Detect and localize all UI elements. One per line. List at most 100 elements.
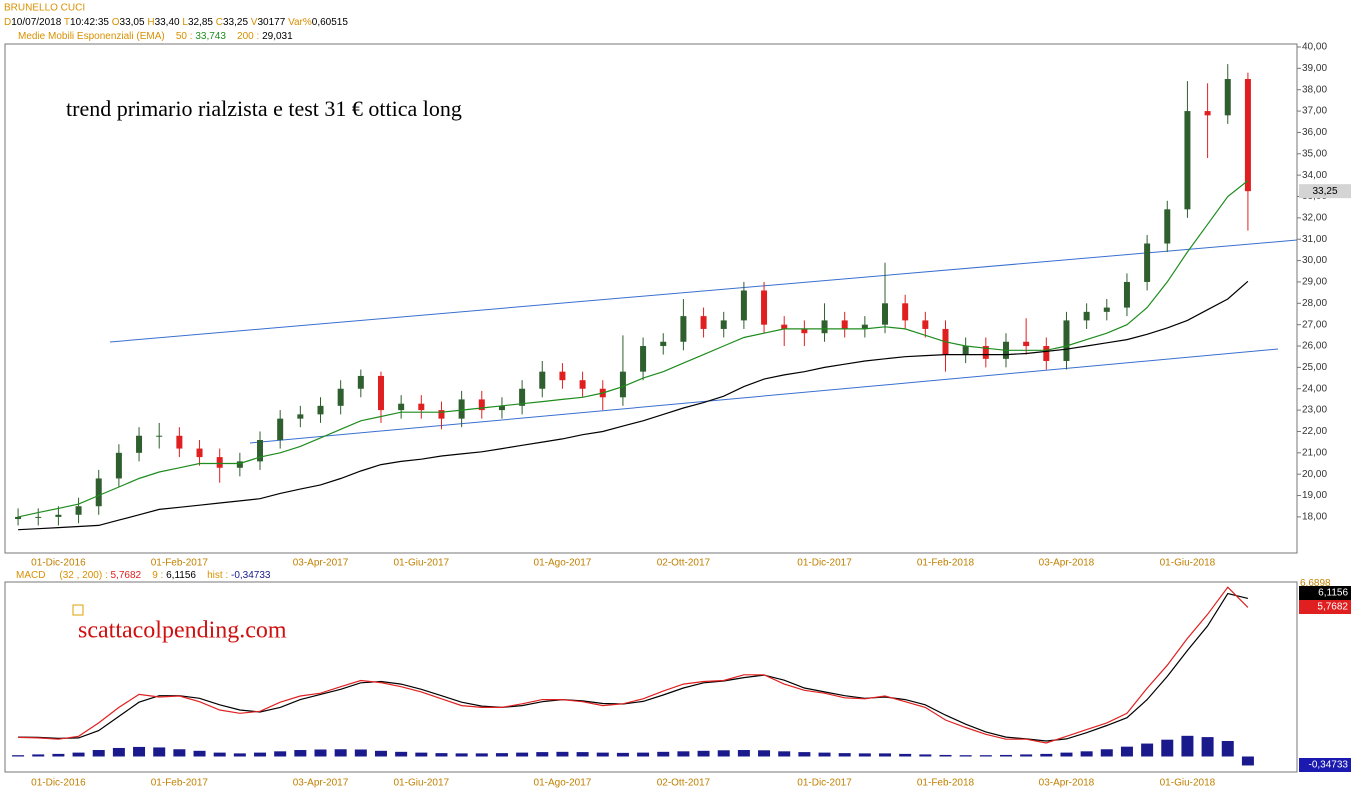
hist-bar — [637, 752, 650, 757]
hist-bar — [576, 752, 589, 757]
x-tick-label: 01-Dic-2016 — [31, 778, 86, 789]
hist-bar — [233, 753, 246, 757]
candle-body — [1244, 79, 1251, 192]
annotation: trend primario rialzista e test 31 € ott… — [66, 96, 462, 121]
y-tick-label: 36,00 — [1302, 127, 1327, 138]
quote-key: T — [64, 17, 70, 28]
hist-bar — [455, 753, 468, 757]
candle-body — [559, 371, 566, 381]
candle-body — [1083, 311, 1090, 321]
candle-body — [619, 371, 626, 398]
y-tick-label: 40,00 — [1302, 42, 1327, 53]
x-tick-label: 03-Apr-2017 — [293, 778, 349, 789]
hist-bar — [516, 752, 529, 757]
candle-body — [539, 371, 546, 389]
candle-body — [317, 405, 324, 415]
y-tick-label: 39,00 — [1302, 63, 1327, 74]
ema-label: 200 : — [237, 31, 259, 42]
hist-bar — [899, 753, 912, 757]
x-tick-label: 01-Ago-2017 — [534, 778, 592, 789]
y-tick-label: 28,00 — [1302, 298, 1327, 309]
candle-body — [156, 435, 163, 437]
hist-bar — [657, 751, 670, 757]
y-tick-label: 25,00 — [1302, 362, 1327, 373]
quote-value: 30177 — [257, 17, 285, 28]
y-tick-label: 34,00 — [1302, 170, 1327, 181]
value-box — [1299, 586, 1351, 600]
candle-body — [740, 290, 747, 321]
hist-bar — [818, 752, 831, 757]
y-tick-label: 37,00 — [1302, 106, 1327, 117]
candle-body — [801, 328, 808, 334]
quote-value: 33,40 — [155, 17, 180, 28]
candle-body — [821, 320, 828, 334]
watermark: scattacolpending.com — [78, 618, 287, 644]
candle-body — [1184, 111, 1191, 210]
y-tick-label: 31,00 — [1302, 234, 1327, 245]
y-tick-label: 24,00 — [1302, 383, 1327, 394]
candle-body — [982, 346, 989, 359]
candle-body — [498, 405, 505, 411]
candle-body — [902, 303, 909, 321]
hist-bar — [758, 750, 771, 757]
quote-line: D10/07/2018 T10:42:35 O33,05 H33,40 L32,… — [4, 17, 348, 28]
candle-body — [1063, 320, 1070, 361]
macd-title: MACD — [16, 570, 45, 581]
quote-value: 33,05 — [120, 17, 145, 28]
y-tick-label: 32,00 — [1302, 213, 1327, 224]
hist-bar — [999, 754, 1012, 757]
hist-bar — [798, 752, 811, 757]
hist-bar — [254, 752, 267, 757]
hist-bar — [1060, 752, 1073, 757]
macd-label: 9 : — [152, 570, 163, 581]
quote-value: 0,60515 — [312, 17, 349, 28]
hist-bar — [92, 750, 105, 757]
quote-value: 10/07/2018 — [11, 17, 61, 28]
candle-body — [136, 435, 143, 453]
macd-legend: MACD (32 , 200) : 5,7682 9 : 6,1156 hist… — [16, 570, 271, 581]
x-tick-label: 01-Dic-2017 — [797, 558, 852, 569]
hist-bar — [1221, 740, 1234, 757]
quote-key: V — [251, 17, 258, 28]
hist-bar — [778, 751, 791, 757]
x-tick-label: 01-Feb-2017 — [151, 558, 209, 569]
candle-body — [882, 303, 889, 325]
y-tick-label: 27,00 — [1302, 319, 1327, 330]
candle-body — [55, 514, 62, 517]
quote-key: Var% — [288, 17, 312, 28]
hist-bar — [193, 750, 206, 757]
candle-body — [377, 375, 384, 411]
candle-body — [478, 399, 485, 411]
quote-value: 10:42:35 — [70, 17, 109, 28]
y-tick-label: 38,00 — [1302, 84, 1327, 95]
hist-bar — [52, 753, 65, 757]
ema-legend: Medie Mobili Esponenziali (EMA) 50 : 33,… — [18, 31, 293, 42]
x-tick-label: 03-Apr-2017 — [293, 558, 349, 569]
x-tick-label: 02-Ott-2017 — [657, 558, 711, 569]
quote-value: 33,25 — [223, 17, 248, 28]
candle-body — [922, 320, 929, 329]
hist-bar — [1120, 746, 1133, 757]
hist-bar — [838, 753, 851, 757]
candle-body — [297, 414, 304, 419]
x-tick-label: 01-Giu-2018 — [1160, 778, 1216, 789]
hist-bar — [374, 750, 387, 757]
hist-bar — [556, 751, 569, 757]
candle-body — [700, 316, 707, 329]
x-tick-label: 01-Giu-2018 — [1160, 558, 1216, 569]
candle-body — [458, 399, 465, 419]
hist-bar — [1161, 739, 1174, 757]
candle-body — [277, 418, 284, 441]
x-tick-label: 02-Ott-2017 — [657, 778, 711, 789]
hist-bar — [32, 754, 45, 757]
x-tick-label: 01-Dic-2016 — [31, 558, 86, 569]
ema-label: 50 : — [176, 31, 193, 42]
candle-body — [75, 506, 82, 515]
y-tick-label: 22,00 — [1302, 426, 1327, 437]
macd-line — [18, 586, 1249, 744]
hist-bar — [475, 753, 488, 757]
ema-line — [17, 180, 1249, 518]
hist-bar — [697, 750, 710, 757]
quote-key: L — [182, 17, 188, 28]
x-tick-label: 01-Dic-2017 — [797, 778, 852, 789]
